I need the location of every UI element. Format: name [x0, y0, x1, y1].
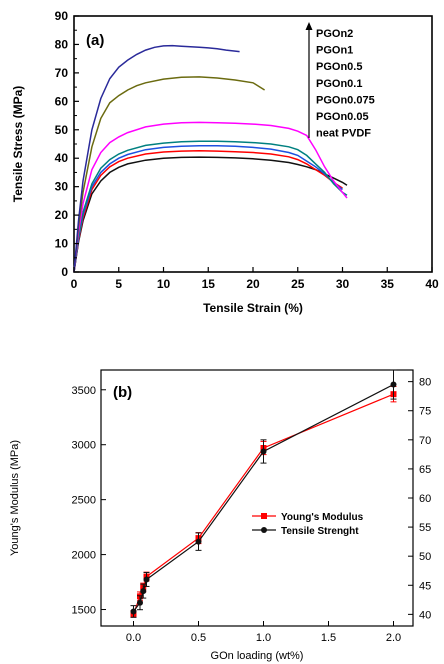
panel-a-legend-label: PGOn0.5: [316, 61, 362, 73]
panel-b-y2-tick-label: 80: [419, 377, 431, 389]
panel-b-x-tick-label: 0.5: [191, 632, 206, 644]
panel-a-series-line: [73, 150, 343, 273]
panel-b-x-tick-label: 1.5: [321, 632, 336, 644]
panel-b-y2-tick-label: 55: [419, 522, 431, 534]
panel-a-x-tick-label: 10: [157, 277, 171, 291]
panel-b-y2-tick-label: 75: [419, 406, 431, 418]
panel-b-label: (b): [113, 384, 132, 401]
panel-b-legend-label-modulus: Young's Modulus: [281, 512, 364, 523]
panel-b-y-tick-label: 1500: [72, 605, 96, 617]
panel-a-series-line: [73, 156, 348, 273]
panel-a-y-tick-label: 80: [55, 37, 69, 51]
panel-b-y-tick-label: 2500: [72, 495, 96, 507]
panel-b-x-tick-label: 2.0: [386, 632, 401, 644]
panel-b-y2-tick-label: 45: [419, 580, 431, 592]
panel-a-x-tick-label: 0: [71, 277, 78, 291]
panel-b-left-y-ticks: 1500 2000 2500 3000 3500: [72, 385, 106, 617]
panel-a-y-ticks: 0 10 20 30 40 50 60 70 80 90: [55, 9, 79, 279]
panel-b-x-axis-title: GOn loading (wt%): [211, 650, 304, 662]
panel-a-series-line: [73, 121, 348, 273]
panel-a-x-tick-label: 5: [115, 277, 122, 291]
panel-b-legend-marker-modulus: [261, 513, 267, 519]
panel-a-x-axis-title: Tensile Strain (%): [203, 301, 303, 315]
panel-b-y-tick-label: 3500: [72, 385, 96, 397]
panel-a-x-tick-label: 30: [336, 277, 350, 291]
panel-b-series-line: [132, 393, 394, 615]
panel-b-legend: Young's Modulus Tensile Strenght: [252, 512, 364, 537]
panel-b-legend-label-strength: Tensile Strenght: [281, 526, 359, 537]
panel-a-legend-label: PGOn2: [316, 28, 353, 40]
panel-a-y-tick-label: 40: [55, 151, 69, 165]
panel-b-plot-frame: [100, 369, 414, 627]
panel-a-x-tick-label: 35: [381, 277, 395, 291]
panel-a-x-tick-label: 20: [246, 277, 260, 291]
panel-a-series-line: [73, 76, 265, 273]
panel-a-legend-arrow-head: [305, 22, 313, 30]
panel-a-series-line: [73, 144, 343, 273]
panel-b-y-axis-title: Young's Modulus (MPa): [9, 440, 21, 556]
panel-b-point-strength: [195, 538, 202, 545]
panel-b-x-ticks: 0.0 0.5 1.0 1.5 2.0: [126, 621, 401, 644]
panel-a-x-tick-label: 25: [291, 277, 305, 291]
panel-a-legend-label: PGOn0.1: [316, 78, 362, 90]
panel-a-series-line: [73, 140, 348, 273]
panel-a-y-tick-label: 60: [55, 94, 69, 108]
panel-b-point-strength: [260, 448, 267, 455]
panel-a-label: (a): [86, 32, 104, 49]
panel-a-y-tick-label: 70: [55, 66, 69, 80]
panel-a-legend-label: PGOn0.075: [316, 94, 375, 106]
panel-a: 0 10 20 30 40 50 60 70 80 90 0 5 10 15 20 25 30 35 40 (a)…: [11, 9, 439, 315]
panel-b-point-strength: [137, 599, 143, 606]
panel-b-y2-tick-label: 60: [419, 493, 431, 505]
panel-b-legend-marker-strength: [261, 527, 267, 533]
panel-b-y2-tick-label: 40: [419, 609, 431, 621]
panel-b-y-tick-label: 2000: [72, 550, 96, 562]
panel-a-y-tick-label: 90: [55, 9, 69, 23]
panel-b-point-strength: [143, 576, 150, 583]
panel-a-y-tick-label: 30: [55, 180, 69, 194]
panel-b-y2-tick-label: 65: [419, 464, 431, 476]
panel-a-legend-label: neat PVDF: [316, 128, 371, 140]
panel-a-y-tick-label: 50: [55, 123, 69, 137]
panel-b-x-tick-label: 1.0: [256, 632, 271, 644]
panel-a-legend-label: PGOn0.05: [316, 111, 369, 123]
panel-b-series-line: [133, 383, 394, 612]
panel-a-legend: PGOn2 PGOn1 PGOn0.5 PGOn0.1 PGOn0.075 PGOn0.0…: [305, 22, 375, 140]
panel-b-point-strength: [390, 381, 397, 388]
panel-a-plot-frame: [73, 15, 433, 273]
panel-b-point-strength: [130, 608, 137, 615]
panel-a-x-tick-label: 40: [425, 277, 439, 291]
panel-b-point-strength: [140, 588, 147, 595]
panel-b-y2-tick-label: 70: [419, 435, 431, 447]
panel-b-series-group: [130, 369, 397, 618]
panel-a-series-group: [73, 44, 348, 273]
panel-a-y-tick-label: 10: [55, 237, 69, 251]
panel-a-series-line: [73, 44, 240, 273]
panel-a-legend-label: PGOn1: [316, 45, 353, 57]
panel-b-y2-tick-label: 50: [419, 551, 431, 563]
panel-b-y-tick-label: 3000: [72, 440, 96, 452]
panel-a-x-tick-label: 15: [202, 277, 216, 291]
panel-a-x-ticks: 0 5 10 15 20 25 30 35 40: [71, 267, 439, 291]
panel-a-y-axis-title: Tensile Stress (MPa): [11, 86, 25, 202]
panel-b-right-y-ticks: 40 45 50 55 60 65 70 75 80: [408, 377, 431, 621]
panel-b-x-tick-label: 0.0: [126, 632, 141, 644]
panel-a-y-tick-label: 20: [55, 208, 69, 222]
panel-a-y-tick-label: 0: [61, 265, 68, 279]
